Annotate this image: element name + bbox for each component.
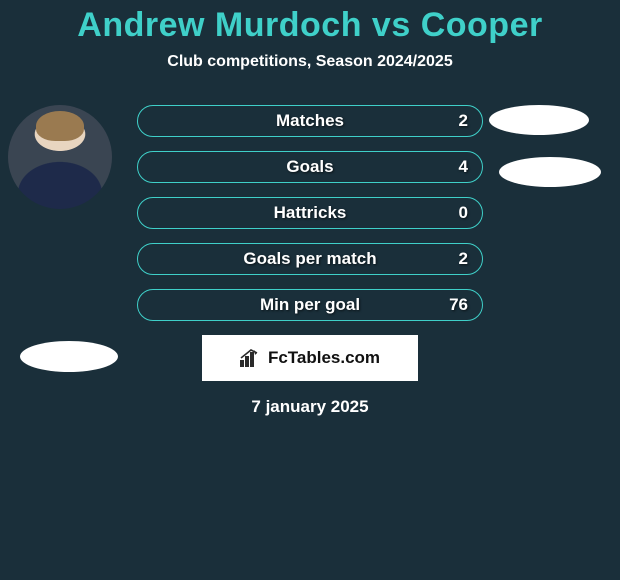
comparison-card: Andrew Murdoch vs Cooper Club competitio… [0, 0, 620, 417]
title-player2: Cooper [421, 6, 543, 44]
stat-value: 76 [449, 295, 468, 315]
title-vs: vs [372, 6, 411, 44]
stat-label: Goals per match [138, 249, 482, 269]
player1-shadow [20, 341, 118, 372]
player2-shadow-2 [499, 157, 601, 187]
stat-value: 2 [459, 111, 468, 131]
stat-row: Min per goal76 [137, 289, 483, 321]
stat-row: Matches2 [137, 105, 483, 137]
stat-value: 2 [459, 249, 468, 269]
stat-row: Goals per match2 [137, 243, 483, 275]
left-player-column [0, 105, 135, 372]
player2-shadow-1 [489, 105, 589, 135]
stat-label: Matches [138, 111, 482, 131]
subtitle: Club competitions, Season 2024/2025 [0, 53, 620, 71]
stat-label: Min per goal [138, 295, 482, 315]
player1-avatar [8, 105, 112, 209]
attribution-badge: FcTables.com [202, 335, 418, 381]
title-player1: Andrew Murdoch [77, 6, 362, 44]
stat-label: Hattricks [138, 203, 482, 223]
stat-row: Goals4 [137, 151, 483, 183]
content-area: Matches2Goals4Hattricks0Goals per match2… [0, 105, 620, 417]
page-title: Andrew Murdoch vs Cooper [0, 6, 620, 45]
stats-table: Matches2Goals4Hattricks0Goals per match2… [137, 105, 483, 321]
stat-label: Goals [138, 157, 482, 177]
right-player-column [485, 105, 620, 187]
stat-value: 0 [459, 203, 468, 223]
date-label: 7 january 2025 [0, 397, 620, 417]
attribution-text: FcTables.com [268, 348, 380, 368]
chart-icon [240, 349, 262, 367]
stat-value: 4 [459, 157, 468, 177]
stat-row: Hattricks0 [137, 197, 483, 229]
